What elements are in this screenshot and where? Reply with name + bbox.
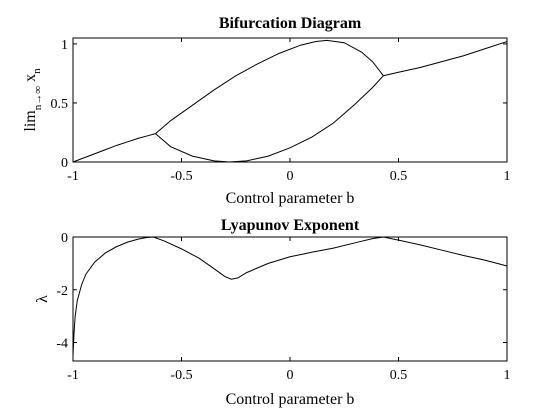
- bifurcation-series-line-0: [72, 133, 156, 163]
- lyapunov-ylabel: λ: [34, 295, 51, 303]
- lyapunov-xtick-label: 0: [287, 368, 294, 383]
- bifurcation-xtick-label: -0.5: [170, 169, 192, 184]
- ylabel-lim-sub: n→∞: [32, 86, 44, 111]
- lyapunov-xtick-label: -1: [67, 368, 79, 383]
- bifurcation-ytick-label: 0.5: [51, 97, 69, 112]
- lyapunov-axes: Lyapunov Exponent -1 -0.5 0 0.5 1 0 -2 -4 Contr…: [34, 217, 511, 408]
- bifurcation-ylabel-text: limn→∞ xn: [22, 68, 44, 132]
- ylabel-lim: lim: [22, 110, 39, 132]
- ylabel-x-sub: n: [31, 68, 43, 74]
- bifurcation-ylabel: limn→∞ xn: [22, 68, 44, 132]
- bifurcation-ytick-label: 1: [61, 38, 68, 53]
- lyapunov-xtick-label: -0.5: [170, 368, 192, 383]
- lyapunov-xtick-label: 1: [504, 368, 511, 383]
- lyapunov-xtick-label: 0.5: [390, 368, 408, 383]
- ylabel-x: x: [22, 74, 39, 82]
- bifurcation-axes: Bifurcation Diagram -1 -0.5 0 0.5 1 0 0.5 1 Con…: [22, 15, 511, 207]
- bifurcation-title: Bifurcation Diagram: [219, 15, 362, 32]
- bifurcation-series-line-2: [155, 75, 384, 163]
- bifurcation-series-line-3: [383, 41, 508, 77]
- lyapunov-series-line-0: [72, 236, 508, 356]
- lyapunov-ytick-label: -2: [56, 284, 68, 299]
- lyapunov-ytick-label: 0: [61, 231, 68, 246]
- lyapunov-title: Lyapunov Exponent: [221, 217, 360, 234]
- bifurcation-ytick-label: 0: [61, 156, 68, 171]
- bifurcation-series-line-1: [155, 39, 384, 135]
- bifurcation-xtick-label: -1: [67, 169, 79, 184]
- bifurcation-xtick-label: 0.5: [390, 169, 408, 184]
- bifurcation-xlabel: Control parameter b: [226, 190, 355, 207]
- lyapunov-ytick-label: -4: [56, 337, 68, 352]
- bifurcation-xtick-label: 0: [287, 169, 294, 184]
- bifurcation-xtick-label: 1: [504, 169, 511, 184]
- lyapunov-xlabel: Control parameter b: [226, 391, 355, 408]
